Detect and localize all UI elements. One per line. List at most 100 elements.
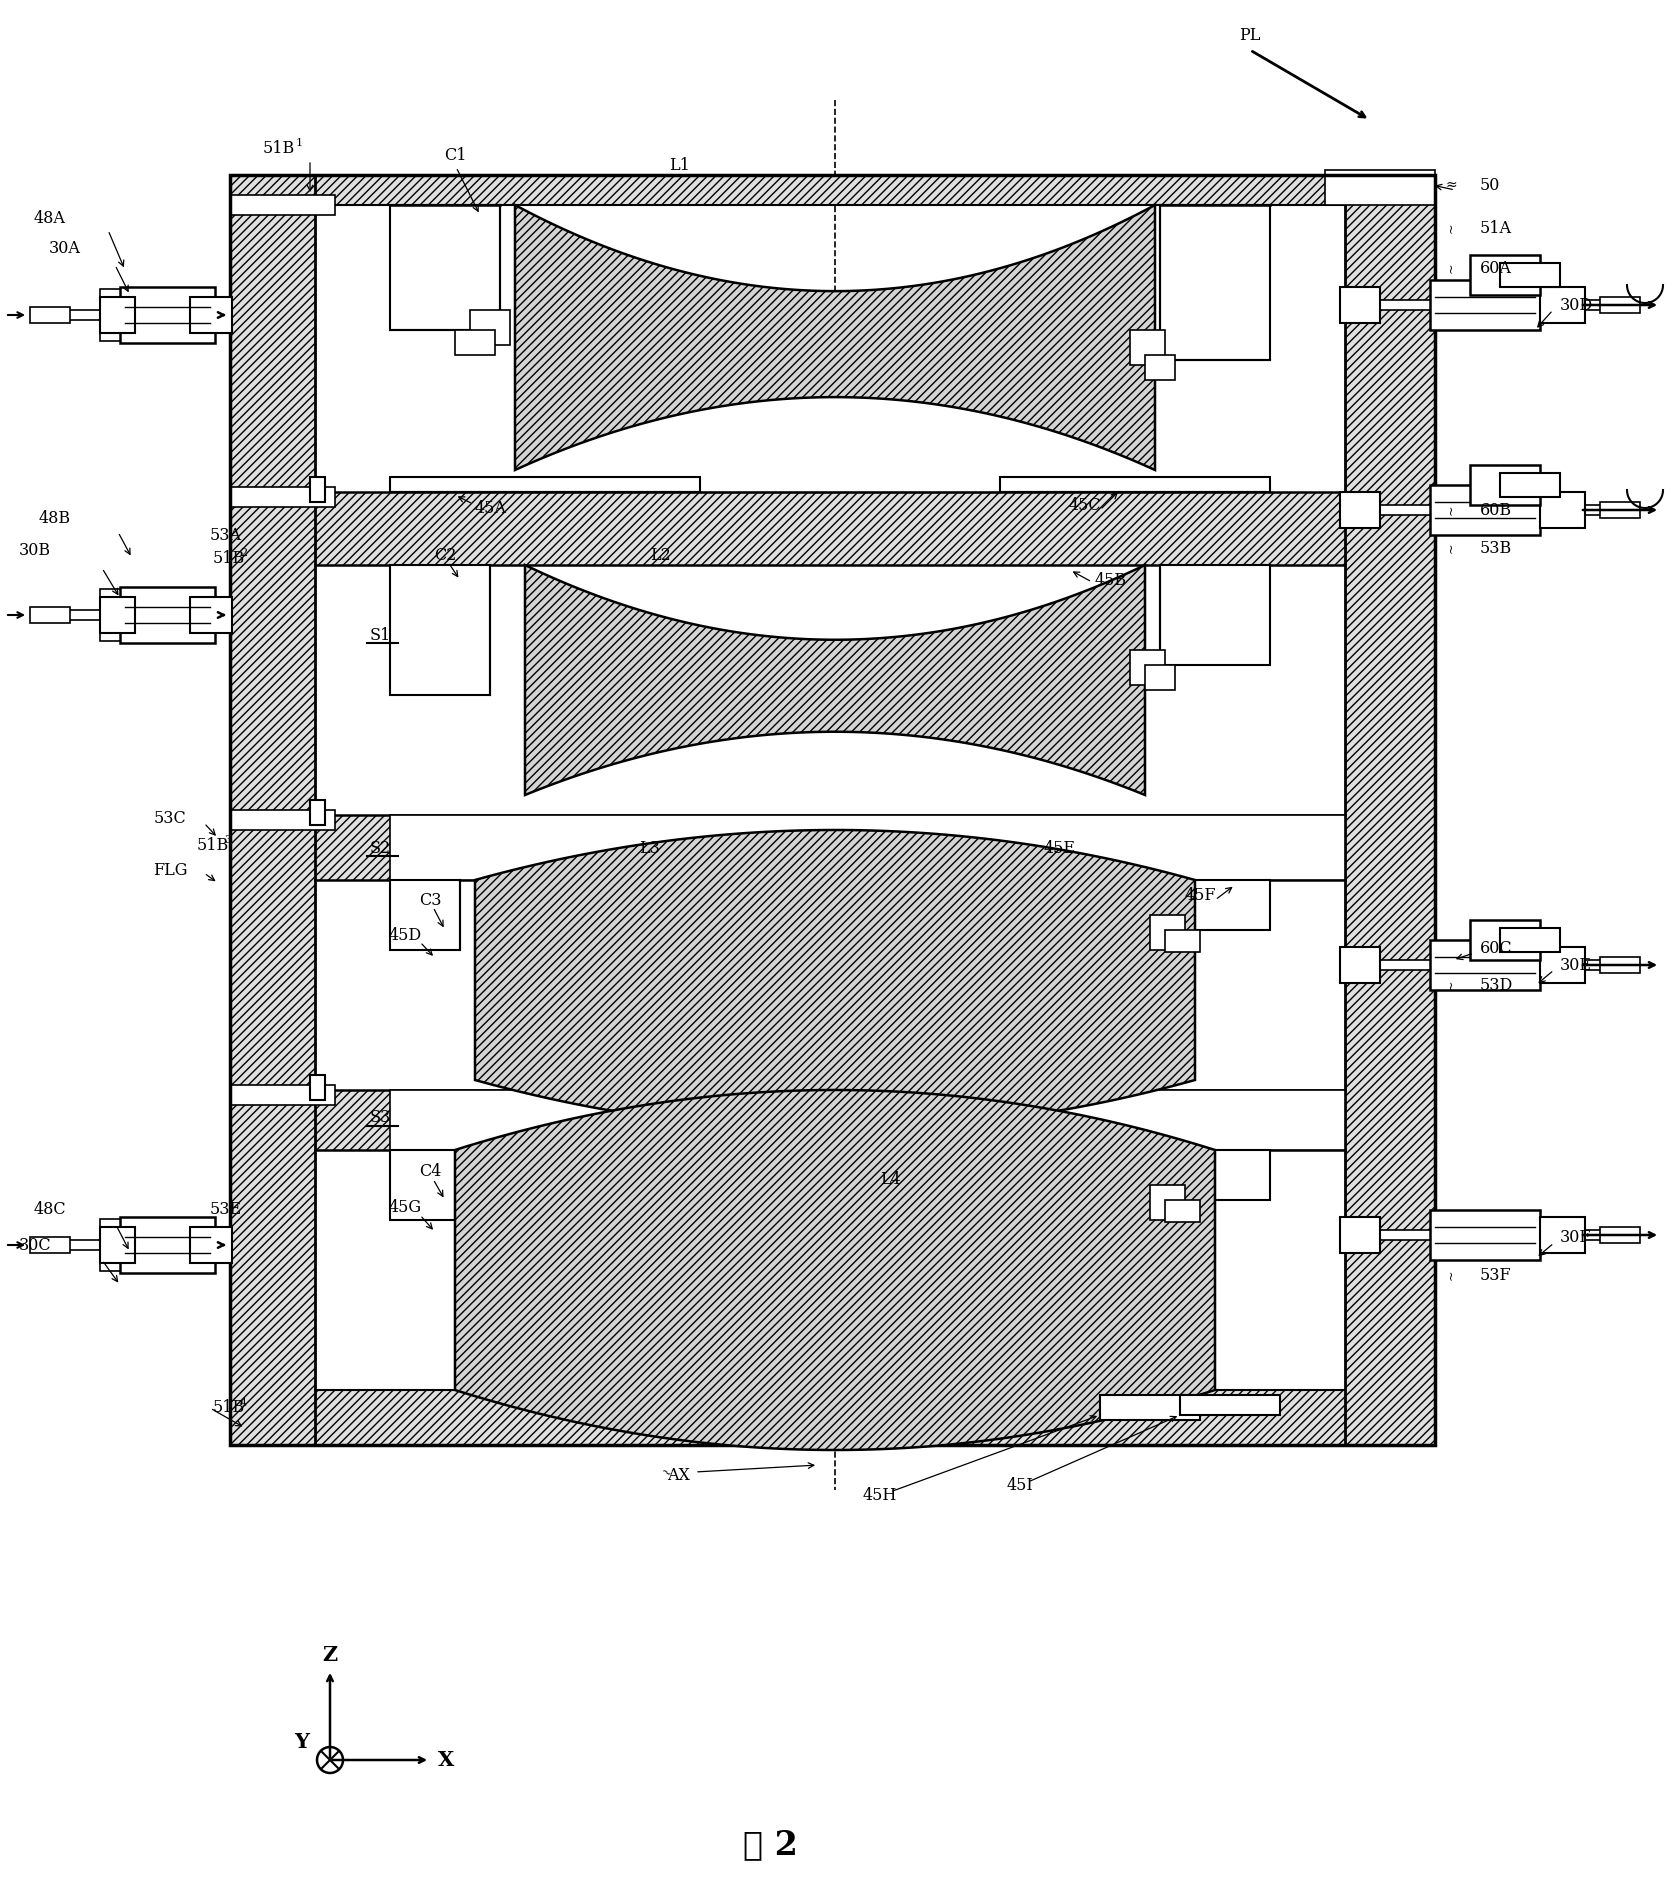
Text: 48C: 48C: [34, 1201, 67, 1218]
Text: 51B: 51B: [213, 549, 245, 566]
Text: C4: C4: [419, 1164, 441, 1181]
Bar: [1600, 501, 1640, 518]
Text: 45I: 45I: [1006, 1476, 1033, 1493]
Bar: [315, 1391, 1345, 1445]
Text: 图 2: 图 2: [743, 1828, 798, 1862]
Bar: [101, 1218, 136, 1271]
Text: 1: 1: [297, 138, 304, 148]
Text: S3: S3: [369, 1109, 391, 1126]
Text: 48A: 48A: [34, 210, 65, 227]
Text: Y: Y: [295, 1731, 310, 1752]
Text: ~: ~: [1446, 263, 1457, 272]
Bar: [310, 1075, 325, 1099]
Text: 45F: 45F: [1184, 887, 1216, 904]
Bar: [230, 1084, 335, 1105]
Bar: [1600, 957, 1640, 972]
Bar: [391, 1150, 459, 1220]
Text: 45G: 45G: [389, 1200, 421, 1217]
Bar: [190, 297, 231, 333]
Text: 53B: 53B: [1481, 539, 1513, 556]
Bar: [1345, 1230, 1620, 1239]
Text: S2: S2: [369, 840, 391, 857]
Text: 60A: 60A: [1481, 259, 1513, 276]
Bar: [315, 174, 1345, 204]
Bar: [230, 486, 335, 507]
Bar: [230, 174, 315, 1445]
Bar: [101, 588, 136, 641]
Bar: [391, 477, 699, 492]
Bar: [1539, 288, 1585, 324]
Bar: [1430, 940, 1539, 990]
Text: 4: 4: [240, 1398, 247, 1408]
Bar: [121, 587, 215, 643]
Bar: [1325, 170, 1436, 204]
Bar: [30, 1237, 70, 1253]
Bar: [1345, 505, 1620, 515]
Bar: [391, 880, 1269, 1090]
Text: 51B: 51B: [213, 1400, 245, 1417]
Bar: [30, 607, 70, 622]
Text: 45B: 45B: [1095, 571, 1127, 588]
Bar: [1539, 948, 1585, 984]
Text: 30A: 30A: [49, 240, 80, 257]
Text: 48B: 48B: [39, 509, 70, 526]
Bar: [470, 310, 510, 344]
Bar: [1150, 1184, 1186, 1220]
Text: ~: ~: [1446, 505, 1457, 515]
Text: ~: ~: [1446, 980, 1457, 990]
Text: ~: ~: [1446, 1270, 1457, 1281]
Bar: [1160, 566, 1269, 664]
Circle shape: [317, 1746, 344, 1773]
Bar: [190, 598, 231, 634]
Bar: [230, 195, 335, 216]
Bar: [101, 297, 136, 333]
Text: 53D: 53D: [1481, 976, 1513, 993]
Text: 3: 3: [225, 834, 231, 846]
Bar: [30, 307, 70, 324]
Bar: [391, 880, 459, 950]
Text: 60C: 60C: [1481, 940, 1513, 957]
Bar: [1430, 484, 1539, 535]
Bar: [1160, 204, 1269, 359]
Bar: [1600, 297, 1640, 312]
Text: 53F: 53F: [1481, 1266, 1511, 1283]
Text: X: X: [438, 1750, 454, 1771]
Bar: [315, 492, 1345, 566]
Bar: [1499, 927, 1560, 952]
Polygon shape: [515, 204, 1155, 469]
Text: 45D: 45D: [389, 927, 421, 944]
Bar: [1539, 492, 1585, 528]
Text: S1: S1: [369, 626, 391, 643]
Bar: [310, 800, 325, 825]
Bar: [35, 609, 225, 621]
Text: 45A: 45A: [475, 499, 506, 517]
Bar: [1181, 1394, 1280, 1415]
Bar: [1130, 651, 1166, 685]
Text: C2: C2: [434, 547, 456, 564]
Text: 30D: 30D: [1560, 297, 1593, 314]
Text: 51A: 51A: [1481, 219, 1513, 236]
Bar: [190, 1228, 231, 1264]
Text: FLG: FLG: [153, 861, 188, 878]
Bar: [391, 1150, 1269, 1391]
Bar: [1499, 263, 1560, 288]
Text: 53E: 53E: [210, 1201, 241, 1218]
Text: 53A: 53A: [210, 526, 241, 543]
Text: ~: ~: [1446, 543, 1457, 552]
Bar: [391, 815, 1345, 880]
Text: 30F: 30F: [1560, 1230, 1591, 1247]
Bar: [315, 815, 1345, 880]
Bar: [1471, 465, 1539, 505]
Text: L2: L2: [649, 547, 671, 564]
Text: C3: C3: [419, 891, 441, 908]
Text: 30C: 30C: [18, 1237, 52, 1254]
Bar: [1340, 948, 1380, 984]
Bar: [999, 477, 1269, 492]
Polygon shape: [454, 1090, 1216, 1449]
Text: 2: 2: [240, 549, 247, 558]
Text: 60B: 60B: [1481, 501, 1513, 518]
Text: 30E: 30E: [1560, 957, 1591, 974]
Bar: [391, 329, 1269, 492]
Text: PL: PL: [1239, 26, 1261, 44]
Bar: [1145, 664, 1176, 691]
